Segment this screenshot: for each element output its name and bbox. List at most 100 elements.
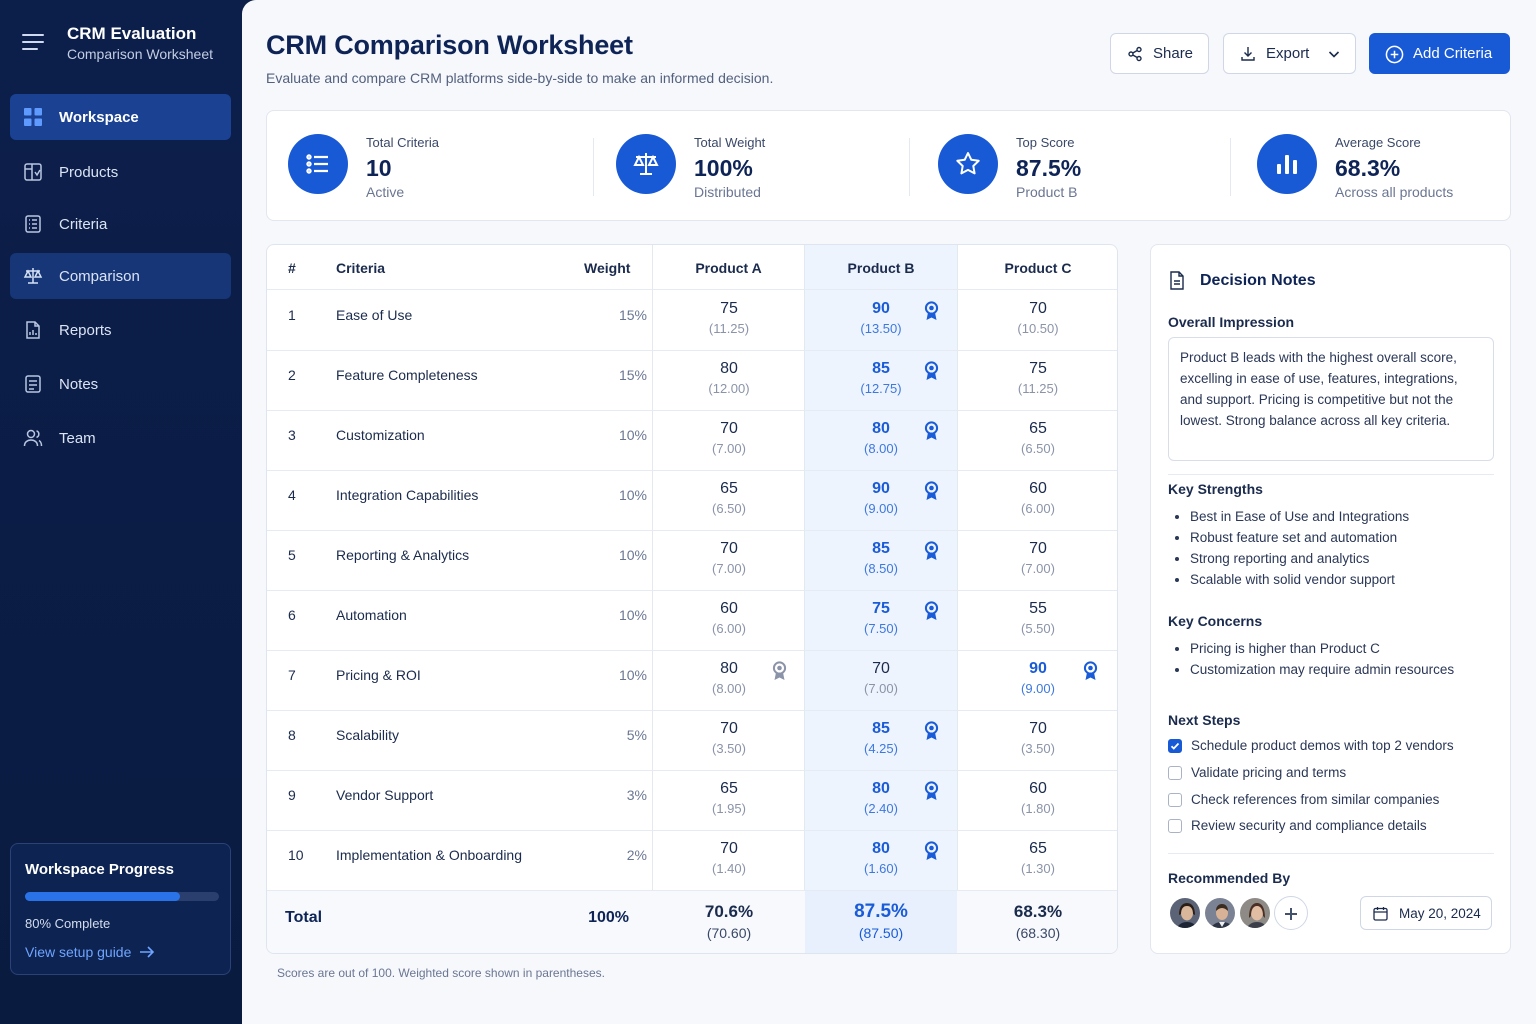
score: 65 xyxy=(1029,840,1047,857)
winner-badge-icon xyxy=(924,541,939,561)
menu-icon[interactable] xyxy=(22,33,44,51)
score-cell-product-c[interactable]: 55 (5.50) xyxy=(962,599,1114,639)
weighted-score: (1.80) xyxy=(1021,801,1055,816)
score-cell-product-b[interactable]: 70 (7.00) xyxy=(805,659,957,699)
row-number: 4 xyxy=(288,487,296,503)
date-picker[interactable]: May 20, 2024 xyxy=(1360,896,1492,930)
header-product-c[interactable]: Product C xyxy=(1004,260,1072,276)
score-cell-product-b[interactable]: 85 (8.50) xyxy=(805,539,957,579)
total-score: 68.3% xyxy=(1013,902,1063,921)
sidebar-item-products[interactable]: Products xyxy=(10,149,231,195)
table-row[interactable]: 1 Ease of Use 15% 75 (11.25) 90 (13.50) 70 (10.5… xyxy=(267,290,1117,350)
score-cell-product-a[interactable]: 70 (7.00) xyxy=(653,539,805,579)
score-cell-product-a[interactable]: 70 (1.40) xyxy=(653,839,805,879)
criteria-weight: 10% xyxy=(618,487,647,503)
score-cell-product-a[interactable]: 70 (7.00) xyxy=(653,419,805,459)
divider xyxy=(909,138,910,196)
score-cell-product-c[interactable]: 75 (11.25) xyxy=(962,359,1114,399)
share-button[interactable]: Share xyxy=(1110,33,1209,74)
sidebar-item-label: Reports xyxy=(59,322,112,339)
table-row[interactable]: 5 Reporting & Analytics 10% 70 (7.00) 85 (8.50… xyxy=(267,530,1117,590)
export-button[interactable]: Export xyxy=(1223,33,1356,74)
table-row[interactable]: 6 Automation 10% 60 (6.00) 75 (7.50) 55 (5.50) xyxy=(267,590,1117,650)
stat-label: Average Score xyxy=(1335,135,1421,150)
total-product-b: 87.5% (87.50) xyxy=(805,890,957,953)
score: 75 xyxy=(872,600,890,617)
sidebar-item-team[interactable]: Team xyxy=(10,415,231,461)
row-divider xyxy=(267,470,1117,471)
score-cell-product-c[interactable]: 70 (7.00) xyxy=(962,539,1114,579)
table-row[interactable]: 4 Integration Capabilities 10% 65 (6.50) 90 (9… xyxy=(267,470,1117,530)
table-row[interactable]: 9 Vendor Support 3% 65 (1.95) 80 (2.40) 60 (1.80… xyxy=(267,770,1117,830)
score-cell-product-b[interactable]: 85 (4.25) xyxy=(805,719,957,759)
score-cell-product-c[interactable]: 70 (10.50) xyxy=(962,299,1114,339)
checkbox[interactable] xyxy=(1168,819,1182,833)
score-cell-product-a[interactable]: 80 (12.00) xyxy=(653,359,805,399)
score: 80 xyxy=(720,660,738,677)
score-cell-product-a[interactable]: 75 (11.25) xyxy=(653,299,805,339)
score-cell-product-c[interactable]: 70 (3.50) xyxy=(962,719,1114,759)
sidebar-item-workspace[interactable]: Workspace xyxy=(10,94,231,140)
score-cell-product-c[interactable]: 60 (6.00) xyxy=(962,479,1114,519)
weighted-score: (4.25) xyxy=(864,741,898,756)
header-product-b[interactable]: Product B xyxy=(847,260,915,276)
export-label: Export xyxy=(1266,45,1310,62)
score-cell-product-a[interactable]: 65 (6.50) xyxy=(653,479,805,519)
score-cell-product-a[interactable]: 60 (6.00) xyxy=(653,599,805,639)
table-row[interactable]: 2 Feature Completeness 15% 80 (12.00) 85 (12.7… xyxy=(267,350,1117,410)
grid-icon xyxy=(24,108,42,126)
score-cell-product-b[interactable]: 80 (1.60) xyxy=(805,839,957,879)
table-row[interactable]: 8 Scalability 5% 70 (3.50) 85 (4.25) 70 (3.50) xyxy=(267,710,1117,770)
row-divider xyxy=(267,590,1117,591)
weighted-score: (1.60) xyxy=(864,861,898,876)
table-footnote: Scores are out of 100. Weighted score sh… xyxy=(277,966,605,980)
score-cell-product-c[interactable]: 90 (9.00) xyxy=(962,659,1114,699)
sidebar-item-reports[interactable]: Reports xyxy=(10,307,231,353)
bar-chart-icon xyxy=(1277,155,1297,174)
table-row[interactable]: 10 Implementation & Onboarding 2% 70 (1.40) 8… xyxy=(267,830,1117,890)
weighted-score: (5.50) xyxy=(1021,621,1055,636)
score-cell-product-b[interactable]: 85 (12.75) xyxy=(805,359,957,399)
table-row[interactable]: 3 Customization 10% 70 (7.00) 80 (8.00) 65 (6.50… xyxy=(267,410,1117,470)
criteria-name: Scalability xyxy=(336,727,400,743)
avatar[interactable] xyxy=(1168,896,1202,930)
checkbox-checked[interactable] xyxy=(1168,739,1182,753)
add-criteria-button[interactable]: Add Criteria xyxy=(1369,33,1510,74)
list-item: Strong reporting and analytics xyxy=(1175,548,1409,569)
checkbox[interactable] xyxy=(1168,793,1182,807)
sidebar-item-comparison[interactable]: Comparison xyxy=(10,253,231,299)
score-cell-product-a[interactable]: 80 (8.00) xyxy=(653,659,805,699)
score: 70 xyxy=(1029,300,1047,317)
strengths-label: Key Strengths xyxy=(1168,481,1263,497)
avatar[interactable] xyxy=(1238,896,1272,930)
next-steps-label: Next Steps xyxy=(1168,712,1241,728)
row-divider xyxy=(267,830,1117,831)
add-criteria-label: Add Criteria xyxy=(1413,45,1493,62)
add-recommender-button[interactable] xyxy=(1274,896,1308,930)
table-row[interactable]: 7 Pricing & ROI 10% 80 (8.00) 70 (7.00) 90 (9.00… xyxy=(267,650,1117,710)
score-cell-product-c[interactable]: 60 (1.80) xyxy=(962,779,1114,819)
score-cell-product-a[interactable]: 70 (3.50) xyxy=(653,719,805,759)
list-item: Scalable with solid vendor support xyxy=(1175,569,1409,590)
impression-textarea[interactable]: Product B leads with the highest overall… xyxy=(1168,337,1494,461)
score-cell-product-b[interactable]: 80 (2.40) xyxy=(805,779,957,819)
score-cell-product-a[interactable]: 65 (1.95) xyxy=(653,779,805,819)
checkbox[interactable] xyxy=(1168,766,1182,780)
criteria-name: Customization xyxy=(336,427,425,443)
score-cell-product-b[interactable]: 90 (13.50) xyxy=(805,299,957,339)
sidebar-item-notes[interactable]: Notes xyxy=(10,361,231,407)
score: 70 xyxy=(1029,540,1047,557)
avatar[interactable] xyxy=(1203,896,1237,930)
sidebar-item-criteria[interactable]: Criteria xyxy=(10,201,231,247)
impression-label: Overall Impression xyxy=(1168,314,1295,330)
score-cell-product-b[interactable]: 75 (7.50) xyxy=(805,599,957,639)
score-cell-product-c[interactable]: 65 (1.30) xyxy=(962,839,1114,879)
setup-guide-link[interactable]: View setup guide xyxy=(25,944,132,960)
score-cell-product-b[interactable]: 80 (8.00) xyxy=(805,419,957,459)
score-cell-product-b[interactable]: 90 (9.00) xyxy=(805,479,957,519)
decision-notes-panel: Decision Notes Overall Impression Produc… xyxy=(1150,244,1511,954)
header-product-a[interactable]: Product A xyxy=(695,260,762,276)
scale-icon xyxy=(633,153,659,175)
stat-icon-circle xyxy=(616,134,676,194)
score-cell-product-c[interactable]: 65 (6.50) xyxy=(962,419,1114,459)
